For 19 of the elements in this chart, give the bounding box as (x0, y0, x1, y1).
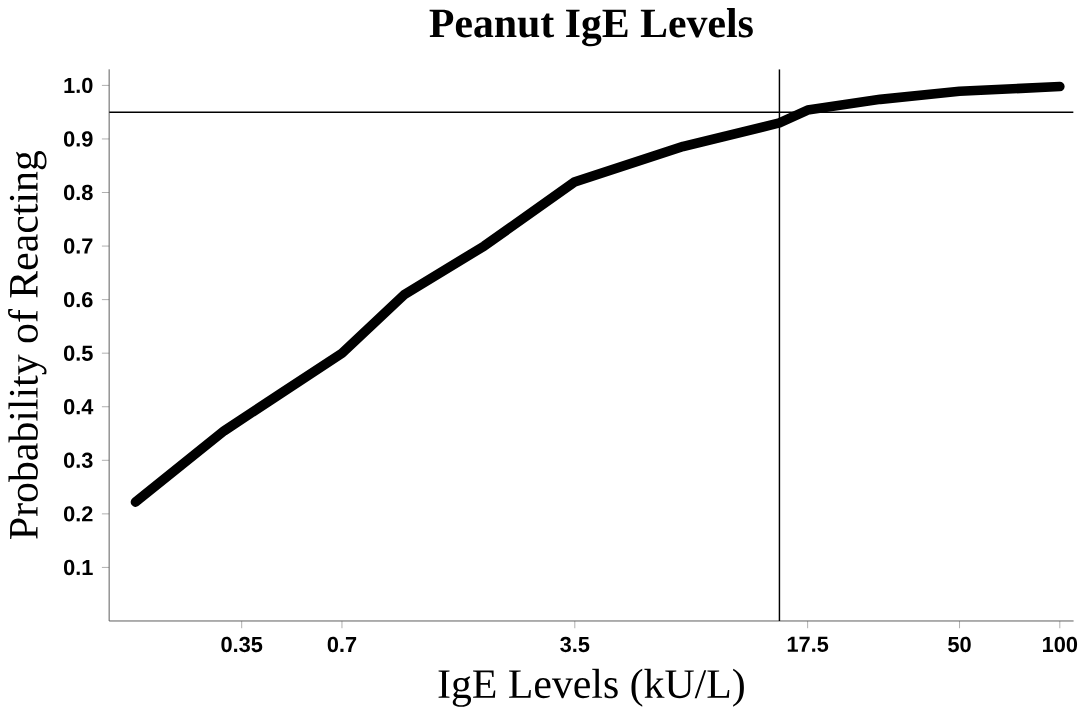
y-tick-label: 1.0 (64, 77, 93, 94)
x-tick-label: 0.7 (327, 636, 357, 653)
x-tick-label: 100 (1043, 636, 1078, 653)
x-tick-label: 17.5 (787, 636, 829, 653)
y-tick-label: 0.3 (63, 452, 93, 469)
x-tick-label: 50 (948, 636, 971, 653)
y-axis-title: Probability of Reacting (8, 151, 47, 539)
y-tick-label: 0.1 (63, 559, 93, 576)
x-axis-title: IgE Levels (kU/L) (438, 668, 744, 707)
x-tick-label: 0.35 (221, 636, 263, 653)
y-tick-label: 0.5 (63, 345, 93, 361)
y-tick-label: 0.8 (63, 184, 93, 201)
y-tick-label: 0.9 (63, 131, 93, 147)
chart-title: Peanut IgE Levels (429, 8, 753, 47)
y-tick-label: 0.7 (63, 238, 93, 254)
y-tick-label: 0.2 (63, 506, 93, 522)
y-tick-label: 0.4 (63, 399, 94, 415)
y-tick-label: 0.6 (63, 291, 93, 308)
x-tick-label: 3.5 (560, 636, 590, 653)
